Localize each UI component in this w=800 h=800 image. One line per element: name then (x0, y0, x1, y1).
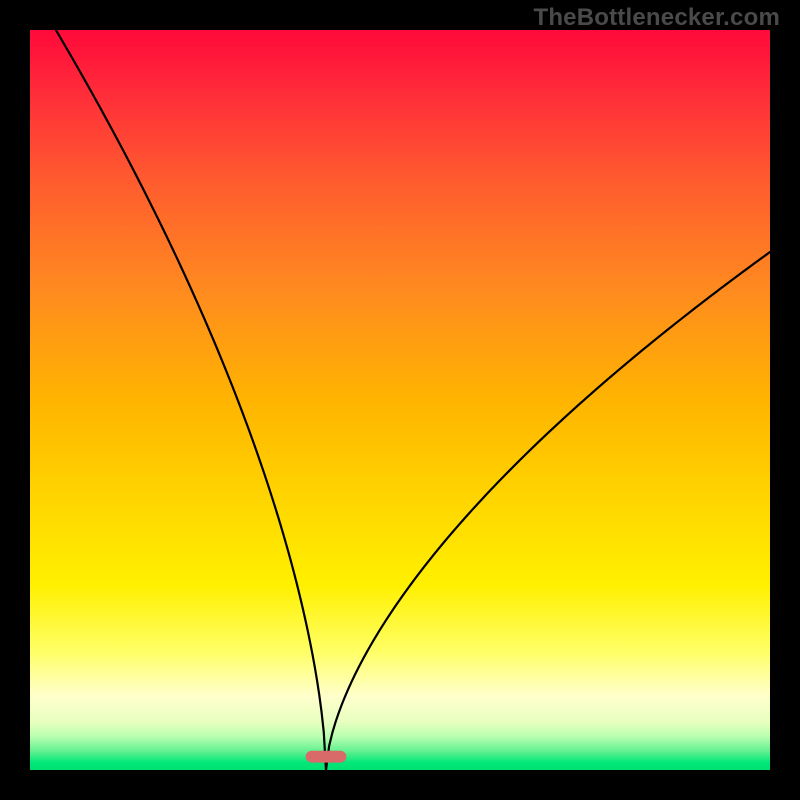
plot-background (30, 30, 770, 770)
watermark-text: TheBottlenecker.com (533, 4, 780, 32)
bottleneck-chart (0, 0, 800, 800)
chart-frame: TheBottlenecker.com (0, 0, 800, 800)
optimal-marker (306, 751, 347, 763)
